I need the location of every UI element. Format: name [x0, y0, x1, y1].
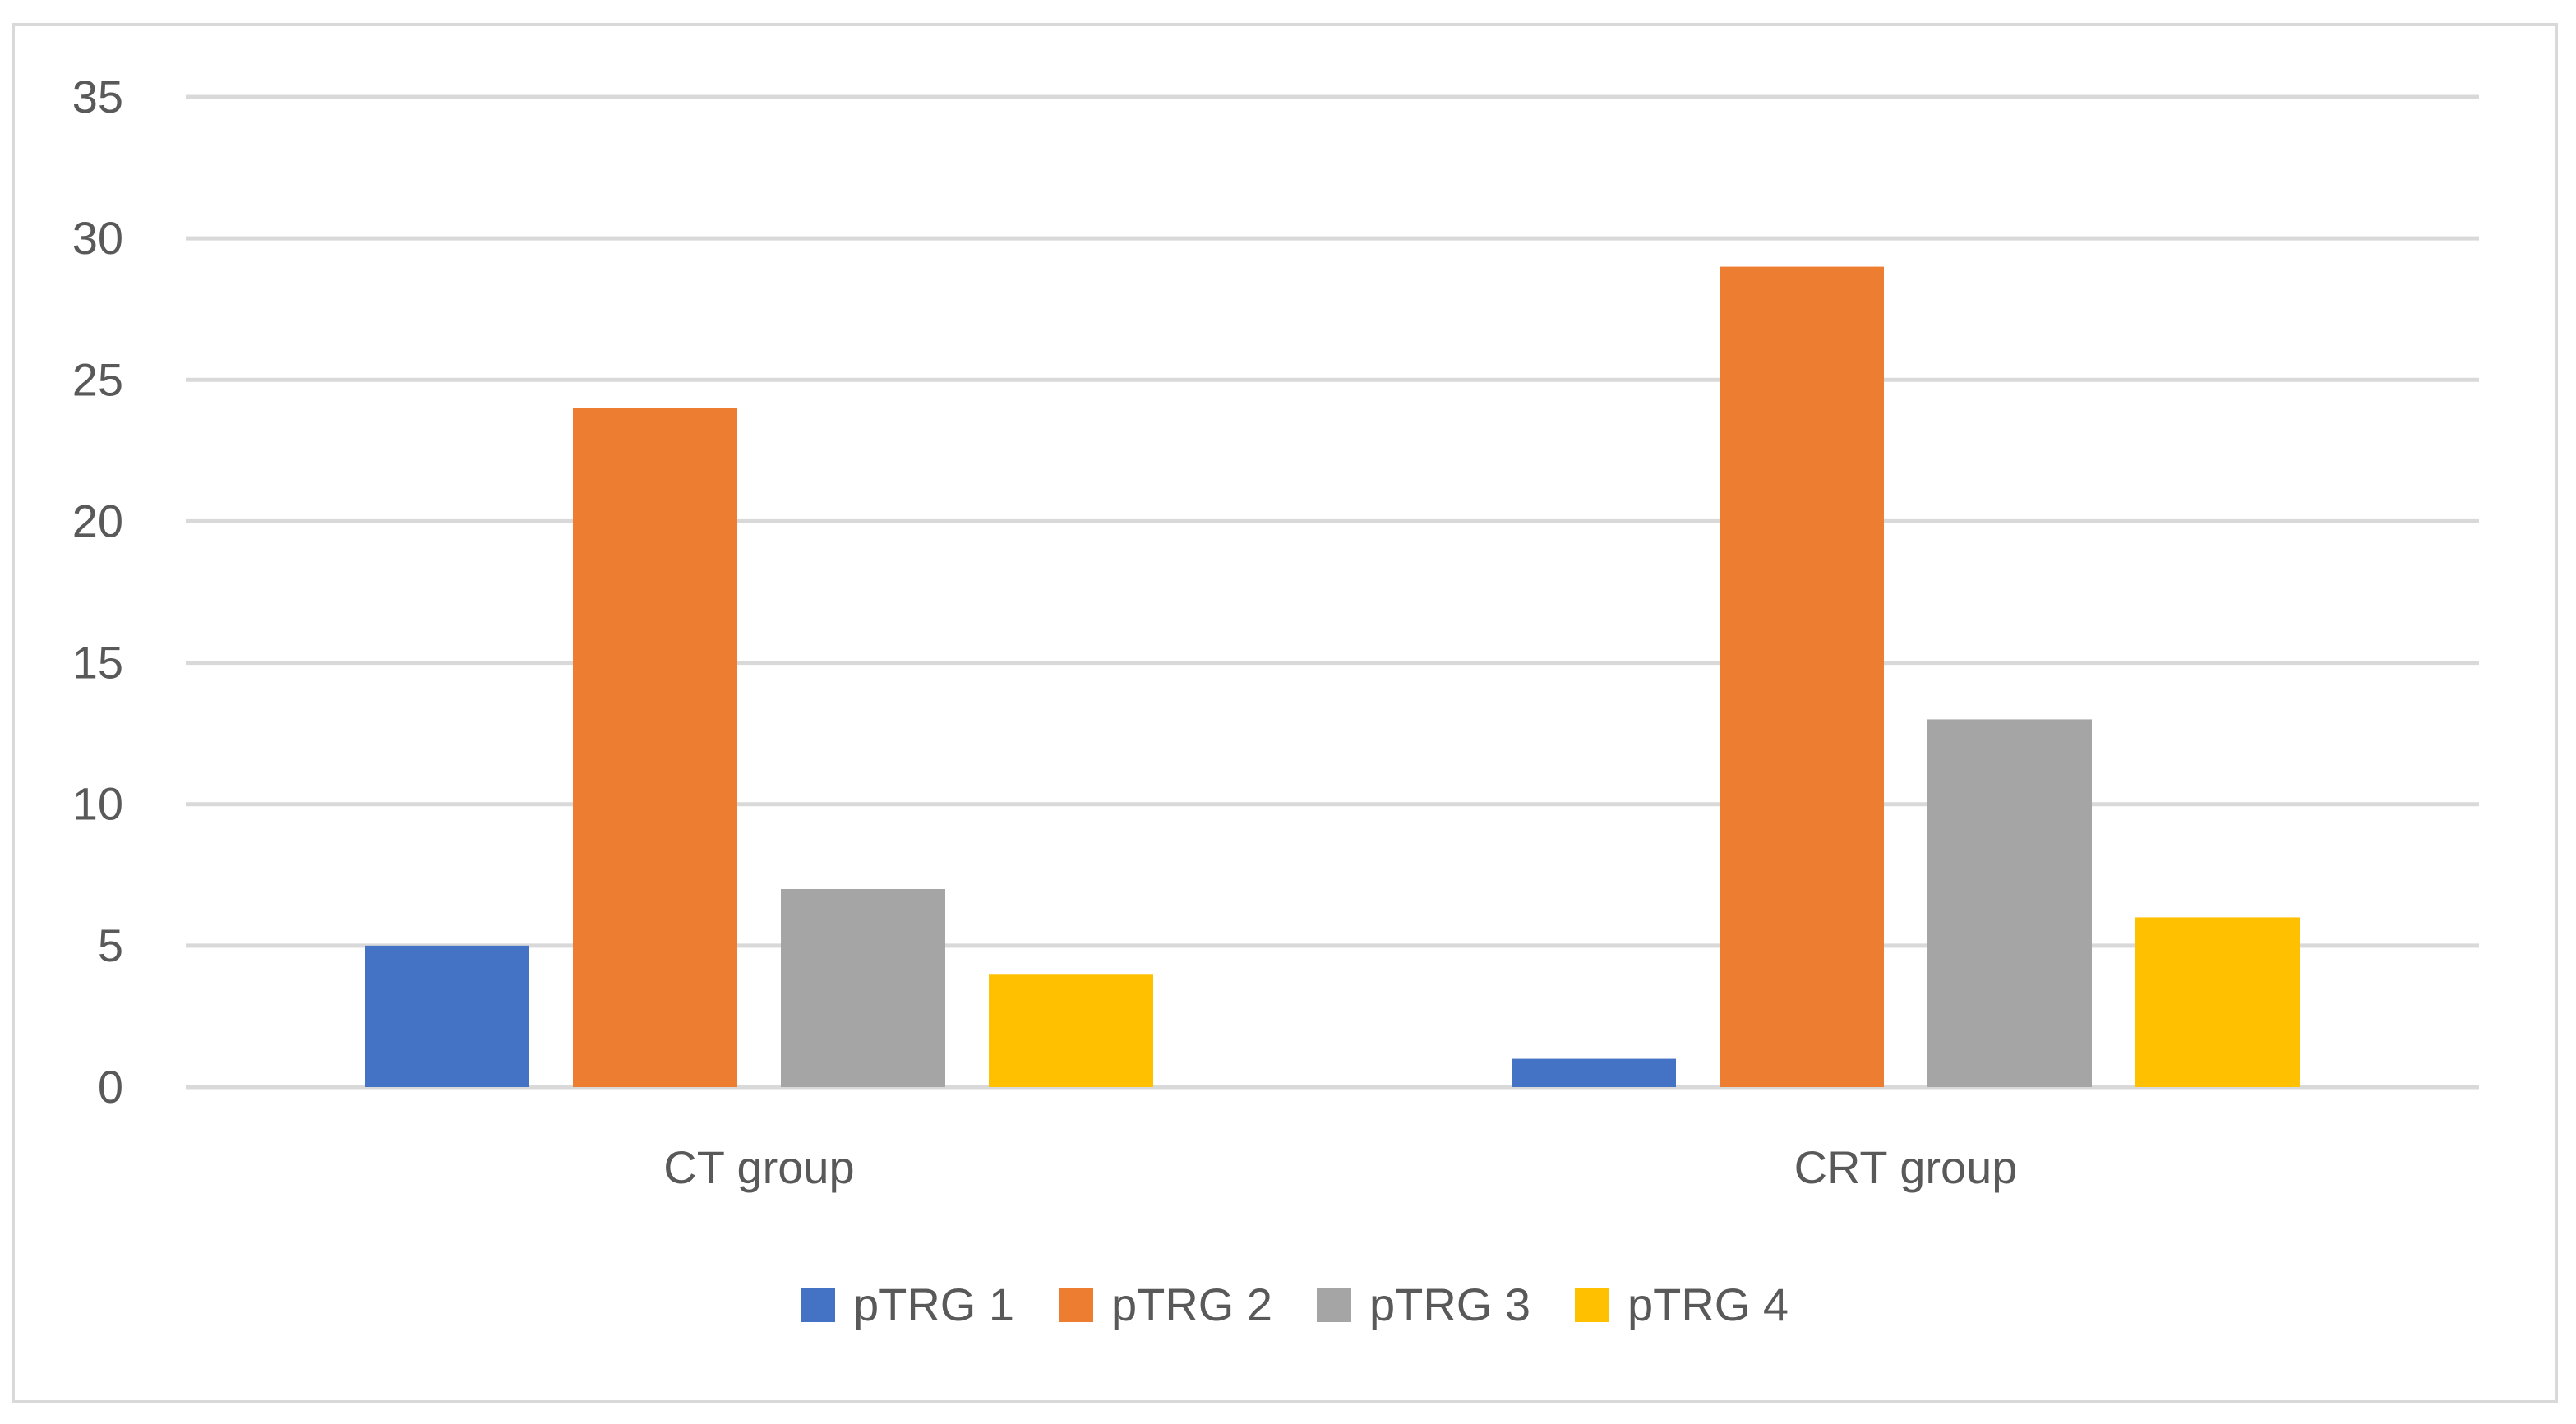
y-tick-label: 5 [98, 919, 123, 971]
bar-ptrg-1-crt-group [1512, 1058, 1676, 1087]
y-tick-label: 10 [72, 778, 123, 830]
legend-label: pTRG 3 [1369, 1279, 1530, 1330]
legend-swatch [1317, 1288, 1351, 1322]
y-tick-label: 35 [72, 71, 123, 122]
y-axis-tick-labels: 0 5 10 15 20 25 30 35 [72, 71, 123, 1113]
bar-ptrg-2-crt-group [1720, 266, 1884, 1088]
legend-swatch [1059, 1288, 1093, 1322]
legend-label: pTRG 4 [1627, 1279, 1789, 1330]
legend-item: pTRG 2 [1059, 1279, 1272, 1330]
bar-ptrg-3-ct-group [781, 889, 945, 1087]
legend-item: pTRG 3 [1317, 1279, 1530, 1330]
legend: pTRG 1 pTRG 2 pTRG 3 pTRG 4 [801, 1279, 1789, 1330]
legend-swatch [1575, 1288, 1609, 1322]
gridlines [186, 94, 2479, 1090]
bar-ptrg-4-ct-group [989, 974, 1153, 1087]
x-category-label: CRT group [1794, 1141, 2018, 1193]
chart-frame [12, 23, 2558, 1403]
legend-label: pTRG 1 [853, 1279, 1014, 1330]
y-tick-label: 0 [98, 1061, 123, 1113]
y-tick-label: 20 [72, 495, 123, 546]
y-tick-label: 25 [72, 353, 123, 405]
x-axis-category-labels: CT group CRT group [663, 1141, 2017, 1193]
legend-item: pTRG 4 [1575, 1279, 1789, 1330]
bar-ptrg-4-crt-group [2135, 917, 2300, 1087]
x-category-label: CT group [663, 1141, 854, 1193]
y-tick-label: 30 [72, 212, 123, 264]
bar-ptrg-2-ct-group [573, 408, 737, 1087]
bar-ptrg-3-crt-group [1927, 719, 2092, 1087]
legend-swatch [801, 1288, 835, 1322]
y-tick-label: 15 [72, 637, 123, 689]
bar-ptrg-1-ct-group [365, 945, 529, 1087]
legend-item: pTRG 1 [801, 1279, 1014, 1330]
legend-label: pTRG 2 [1111, 1279, 1272, 1330]
bars [365, 266, 2300, 1088]
